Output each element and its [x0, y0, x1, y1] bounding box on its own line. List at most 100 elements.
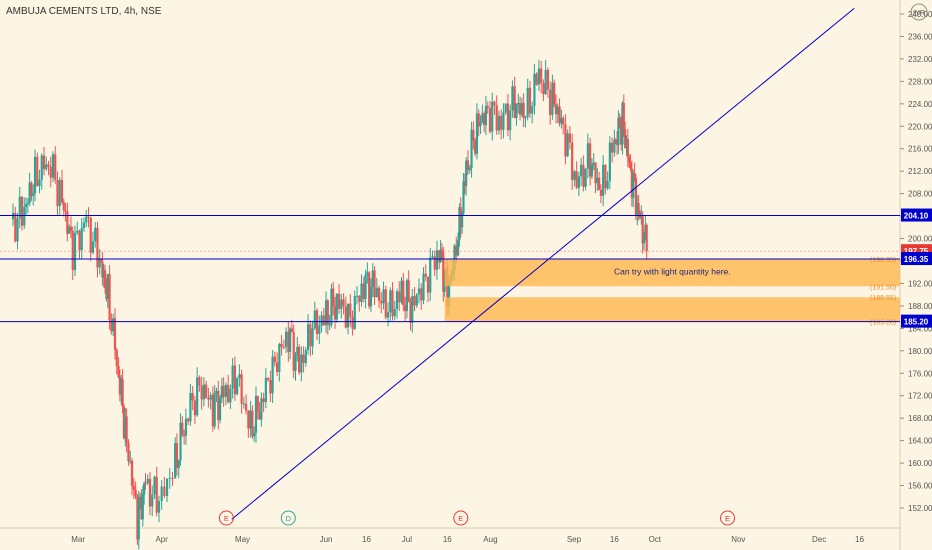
candle-body: [560, 118, 563, 124]
trendline: [231, 7, 855, 520]
candle-body: [337, 293, 341, 309]
candle-body: [256, 395, 259, 412]
candle-body: [562, 118, 565, 125]
event-marker-letter: E: [725, 514, 730, 523]
y-tick-label: 160.00: [908, 459, 932, 468]
candle-body: [320, 315, 323, 326]
candle-body: [504, 103, 507, 113]
candle-body: [68, 226, 71, 234]
candle-body: [509, 110, 512, 131]
candle-body: [349, 303, 352, 317]
candle-body: [407, 280, 410, 302]
candle-body: [475, 113, 479, 154]
candle-body: [633, 172, 636, 178]
candle-body: [273, 356, 276, 363]
candle-body: [629, 162, 632, 169]
candle-body: [139, 496, 142, 502]
candle-body: [60, 180, 64, 203]
candle-body: [479, 122, 482, 127]
candle-body: [300, 354, 303, 373]
candle-body: [484, 105, 488, 126]
candle-body: [645, 224, 648, 252]
candle-body: [91, 241, 95, 253]
candle-body: [249, 410, 252, 429]
candle-body: [463, 181, 466, 186]
candle-body: [309, 324, 312, 347]
candle-body: [531, 106, 534, 114]
candle-body: [520, 103, 523, 115]
candle-body: [497, 115, 501, 131]
y-tick-label: 232.00: [908, 55, 932, 64]
candle-body: [491, 101, 494, 132]
candle-body: [506, 103, 510, 131]
candle-body: [589, 143, 592, 177]
price-tag-bg: [901, 208, 932, 222]
fib-level-label: (185.20): [870, 320, 896, 327]
event-marker-letter: E: [458, 514, 463, 523]
candle-body: [205, 384, 208, 399]
candle-body: [488, 107, 492, 132]
candle-body: [554, 104, 558, 115]
candle-body: [211, 394, 214, 427]
candle-body: [455, 245, 458, 256]
candle-body: [106, 274, 109, 300]
candle-body: [117, 366, 120, 377]
candle-body: [537, 68, 541, 85]
candle-body: [130, 460, 134, 486]
x-tick-label: 16: [362, 535, 371, 544]
candle-body: [28, 182, 31, 204]
fib-level-label: (189.55): [870, 295, 896, 302]
candle-body: [599, 189, 602, 196]
candle-body: [377, 287, 381, 301]
candle-body: [358, 295, 361, 302]
candle-body: [637, 203, 640, 213]
candle-body: [511, 86, 514, 111]
candle-body: [477, 113, 480, 127]
candle-body: [459, 207, 462, 228]
candle-body: [124, 416, 127, 439]
candle-body: [340, 299, 343, 309]
candle-body: [405, 280, 408, 312]
candle-body: [332, 288, 335, 307]
candle-body: [500, 115, 503, 130]
candle-body: [196, 377, 199, 416]
candle-body: [382, 289, 385, 304]
candle-body: [333, 306, 337, 320]
price-tag-label: 185.20: [904, 318, 929, 327]
y-tick-label: 164.00: [908, 437, 932, 446]
candle-body: [346, 303, 350, 328]
candle-body: [209, 394, 212, 400]
event-marker: [453, 510, 469, 526]
candle-body: [606, 180, 609, 189]
candle-body: [596, 177, 599, 184]
candle-body: [254, 395, 258, 433]
candle-body: [634, 177, 638, 216]
candle-body: [598, 177, 601, 190]
event-marker: [280, 510, 296, 526]
candle-body: [160, 486, 163, 501]
candle-body: [315, 310, 319, 334]
candle-body: [227, 384, 230, 403]
candle-body: [590, 164, 594, 177]
y-tick-label: 228.00: [908, 77, 932, 86]
candle-body: [391, 290, 394, 317]
candle-body: [115, 349, 118, 367]
currency-badge: [910, 3, 928, 21]
candle-body: [622, 103, 625, 130]
candle-body: [215, 390, 218, 394]
candle-body: [181, 422, 184, 435]
candle-body: [224, 384, 227, 397]
candle-body: [528, 87, 532, 114]
candle-body: [141, 494, 144, 520]
candle-body: [292, 332, 295, 371]
candle-body: [422, 273, 425, 301]
y-tick-label: 176.00: [908, 369, 932, 378]
candle-body: [94, 227, 97, 242]
candle-body: [189, 393, 192, 422]
candle-body: [465, 160, 468, 186]
candle-body: [271, 356, 274, 394]
candle-body: [98, 258, 101, 268]
candle-body: [431, 256, 434, 258]
candle-body: [515, 103, 518, 119]
